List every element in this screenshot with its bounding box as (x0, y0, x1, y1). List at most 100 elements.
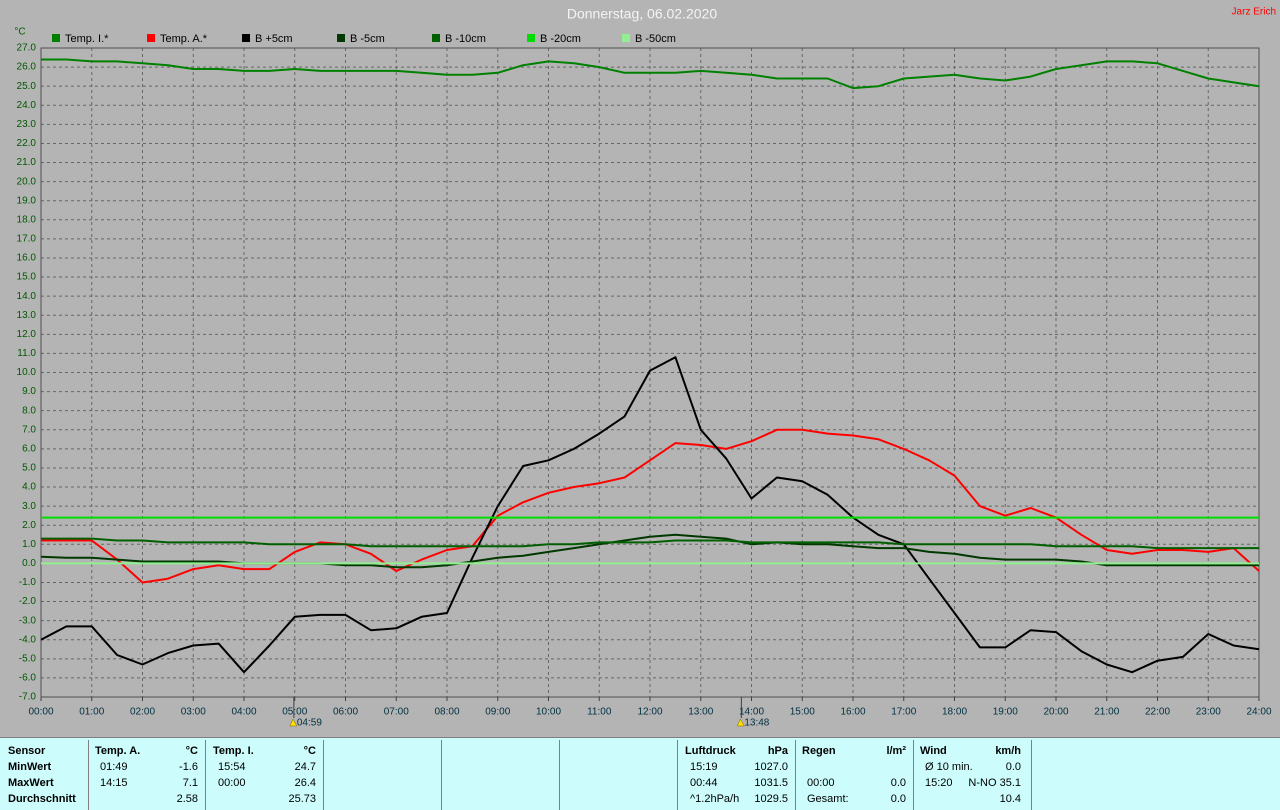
y-tick-label: 19.0 (17, 195, 37, 206)
y-tick-label: 11.0 (17, 348, 36, 359)
summary-background (0, 738, 1280, 810)
legend-label: B +5cm (255, 33, 293, 45)
y-tick-label: 26.0 (17, 62, 37, 73)
x-tick-label: 11:00 (587, 707, 612, 718)
x-tick-label: 06:00 (333, 707, 358, 718)
x-tick-label: 18:00 (942, 707, 967, 718)
block-unit: hPa (768, 745, 789, 757)
sun-marker-label: 04:59 (297, 718, 322, 729)
block-unit: °C (186, 745, 198, 757)
cell-value: 1027.0 (754, 761, 788, 773)
x-tick-label: 07:00 (384, 707, 409, 718)
cell-value: 25.73 (288, 793, 316, 805)
y-tick-label: 17.0 (17, 234, 37, 245)
cell-value: 26.4 (295, 777, 316, 789)
sun-marker-icon (289, 718, 298, 727)
cell-time: 00:44 (690, 777, 718, 789)
y-tick-label: 21.0 (17, 157, 37, 168)
legend-label: B -20cm (540, 33, 581, 45)
cell-value: 0.0 (891, 793, 906, 805)
cell-time: 00:00 (807, 777, 835, 789)
y-tick-label: 10.0 (17, 367, 37, 378)
row-label: MaxWert (8, 777, 54, 789)
cell-time: 15:20 (925, 777, 953, 789)
series-line (41, 58, 1260, 90)
legend-swatch (432, 34, 440, 42)
y-tick-label: 12.0 (17, 329, 37, 340)
cell-time: 15:19 (690, 761, 718, 773)
legend-swatch (242, 34, 250, 42)
y-tick-label: 9.0 (22, 386, 36, 397)
block-title: Luftdruck (685, 745, 737, 757)
y-axis-unit: °C (14, 27, 25, 38)
y-tick-label: 6.0 (22, 443, 36, 454)
cell-time: 14:15 (100, 777, 128, 789)
cell-value: 0.0 (1006, 761, 1021, 773)
y-tick-label: 4.0 (22, 482, 36, 493)
y-tick-label: 18.0 (17, 214, 37, 225)
y-tick-label: -7.0 (19, 692, 37, 703)
y-tick-label: -6.0 (19, 673, 37, 684)
block-unit: l/m² (886, 745, 906, 757)
x-tick-label: 09:00 (485, 707, 510, 718)
legend-label: Temp. I.* (65, 33, 109, 45)
x-tick-label: 14:00 (739, 707, 764, 718)
row-label: Durchschnitt (8, 793, 76, 805)
user-name: Jarz Erich (1232, 7, 1276, 18)
cell-time: ^1.2hPa/h (690, 793, 739, 805)
y-tick-label: 27.0 (17, 43, 37, 54)
cell-value: -1.6 (179, 761, 198, 773)
x-tick-label: 04:00 (231, 707, 256, 718)
x-tick-label: 10:00 (536, 707, 561, 718)
cell-value: 10.4 (1000, 793, 1021, 805)
cell-time: Ø 10 min. (925, 761, 973, 773)
legend-label: B -5cm (350, 33, 385, 45)
x-tick-label: 05:00 (282, 707, 307, 718)
row-label: Sensor (8, 745, 46, 757)
y-tick-label: -1.0 (19, 577, 37, 588)
x-tick-label: 20:00 (1043, 707, 1068, 718)
x-tick-label: 12:00 (637, 707, 662, 718)
y-tick-label: 8.0 (22, 405, 36, 416)
x-tick-label: 21:00 (1094, 707, 1119, 718)
x-tick-label: 02:00 (130, 707, 155, 718)
legend-swatch (337, 34, 345, 42)
cell-value: 1029.5 (754, 793, 788, 805)
sun-marker-label: 13:48 (744, 718, 769, 729)
y-tick-label: 23.0 (17, 119, 37, 130)
x-tick-label: 22:00 (1145, 707, 1170, 718)
y-tick-label: 1.0 (22, 539, 36, 550)
x-tick-label: 23:00 (1196, 707, 1221, 718)
legend-label: B -10cm (445, 33, 486, 45)
y-tick-label: 2.0 (22, 520, 36, 531)
block-title: Temp. I. (213, 745, 254, 757)
block-unit: °C (304, 745, 316, 757)
legend-label: B -50cm (635, 33, 676, 45)
x-tick-label: 08:00 (434, 707, 459, 718)
block-title: Wind (920, 745, 947, 757)
row-label: MinWert (8, 761, 52, 773)
legend-label: Temp. A.* (160, 33, 208, 45)
y-tick-label: 15.0 (17, 272, 37, 283)
cell-time: 01:49 (100, 761, 128, 773)
sun-marker-icon (736, 718, 745, 727)
cell-value: 1031.5 (754, 777, 788, 789)
x-tick-label: 13:00 (688, 707, 713, 718)
x-tick-label: 00:00 (28, 707, 53, 718)
block-unit: km/h (995, 745, 1021, 757)
block-title: Temp. A. (95, 745, 140, 757)
y-tick-label: 3.0 (22, 501, 36, 512)
x-tick-label: 16:00 (840, 707, 865, 718)
y-tick-label: 14.0 (17, 291, 37, 302)
y-tick-label: 7.0 (22, 424, 36, 435)
cell-time: 15:54 (218, 761, 246, 773)
y-tick-label: 0.0 (22, 558, 36, 569)
legend-swatch (52, 34, 60, 42)
legend-swatch (147, 34, 155, 42)
cell-time: Gesamt: (807, 793, 849, 805)
x-tick-label: 17:00 (891, 707, 916, 718)
cell-value: 24.7 (295, 761, 316, 773)
x-tick-label: 15:00 (790, 707, 815, 718)
